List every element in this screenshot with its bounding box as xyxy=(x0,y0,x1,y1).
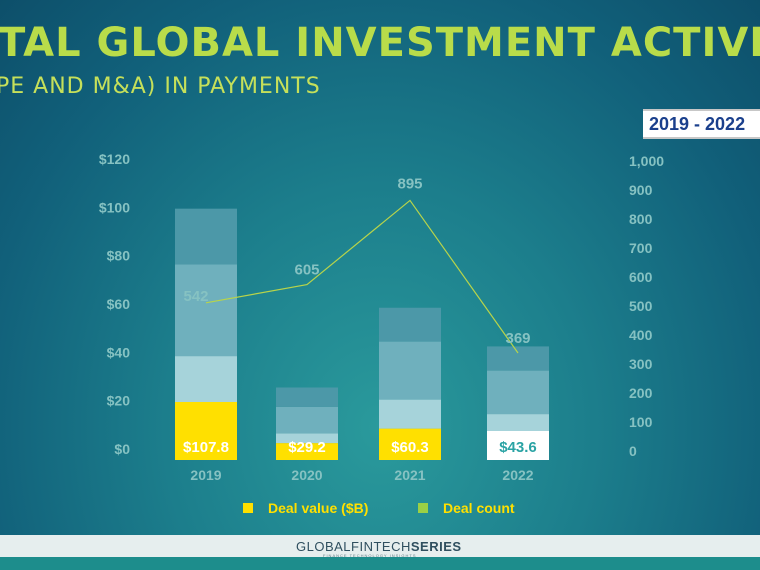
bottom-band xyxy=(0,557,760,570)
bar-segment-deal-value xyxy=(487,431,549,460)
legend-label: Deal value ($B) xyxy=(268,500,368,516)
deal-count-line xyxy=(205,199,519,354)
bar-segment xyxy=(379,307,441,342)
bar-value-label: $29.2 xyxy=(288,439,326,456)
y-left-tick-label: $80 xyxy=(107,248,131,264)
y-right-tick-label: 0 xyxy=(629,443,637,459)
x-axis-tick-label: 2020 xyxy=(291,467,322,483)
bar-segment xyxy=(379,341,441,400)
y-right-tick-label: 100 xyxy=(629,414,653,430)
bar-segment xyxy=(175,264,237,357)
footer-bar xyxy=(0,535,760,557)
y-left-tick-label: $120 xyxy=(99,151,130,167)
y-left-tick-label: $40 xyxy=(107,344,131,360)
date-range-badge: 2019 - 2022 xyxy=(643,109,760,139)
bar-value-label: $43.6 xyxy=(499,439,537,456)
legend-swatch xyxy=(243,503,253,513)
bar-segment-deal-value xyxy=(379,428,441,460)
bar-segment xyxy=(379,399,441,429)
x-axis-tick-label: 2022 xyxy=(502,467,533,483)
legend-swatch xyxy=(418,503,428,513)
y-right-tick-label: 1,000 xyxy=(629,153,664,169)
investment-chart: $0 $20 $40 $60 $80 $100 $120 0 100 200 300 400 500 60… xyxy=(99,151,664,516)
deal-count-label: 369 xyxy=(505,330,530,347)
bar-segment xyxy=(276,387,338,407)
y-left-tick-label: $20 xyxy=(107,393,131,409)
deal-count-label: 542 xyxy=(183,288,208,305)
bar-segment xyxy=(487,346,549,371)
page-subtitle: PE AND M&A) IN PAYMENTS xyxy=(0,74,321,99)
y-right-tick-label: 200 xyxy=(629,385,653,401)
brand-name-part1: GLOBALFINTECH xyxy=(296,539,411,554)
y-right-tick-label: 700 xyxy=(629,240,653,256)
bar-segment xyxy=(276,433,338,444)
deal-count-label: 895 xyxy=(397,175,422,192)
y-left-tick-label: $0 xyxy=(114,441,130,457)
brand-tagline: FINANCE TECHNOLOGY INSIGHTS xyxy=(323,553,417,558)
y-left-tick-label: $60 xyxy=(107,296,131,312)
bar-segment xyxy=(487,370,549,415)
brand-logo: GLOBALFINTECHSERIES xyxy=(296,539,462,554)
bar-segment xyxy=(487,414,549,431)
brand-name-part2: SERIES xyxy=(410,539,462,554)
legend-label: Deal count xyxy=(443,500,515,516)
bar-value-label: $107.8 xyxy=(183,439,229,456)
bar-segment xyxy=(175,208,237,265)
bar-segment-deal-value xyxy=(276,443,338,460)
y-left-tick-label: $100 xyxy=(99,199,130,215)
y-right-tick-label: 900 xyxy=(629,182,653,198)
deal-count-label: 605 xyxy=(294,262,319,279)
x-axis-tick-label: 2019 xyxy=(190,467,221,483)
y-right-tick-label: 500 xyxy=(629,298,653,314)
y-right-tick-label: 600 xyxy=(629,269,653,285)
bar-segment-deal-value xyxy=(175,402,237,460)
bar-segment xyxy=(276,406,338,434)
y-right-tick-label: 800 xyxy=(629,211,653,227)
x-axis-tick-label: 2021 xyxy=(394,467,425,483)
page-title: TAL GLOBAL INVESTMENT ACTIVITY xyxy=(0,20,760,66)
y-right-tick-label: 400 xyxy=(629,327,653,343)
y-right-tick-label: 300 xyxy=(629,356,653,372)
bar-value-label: $60.3 xyxy=(391,439,429,456)
bar-segment xyxy=(175,356,237,402)
